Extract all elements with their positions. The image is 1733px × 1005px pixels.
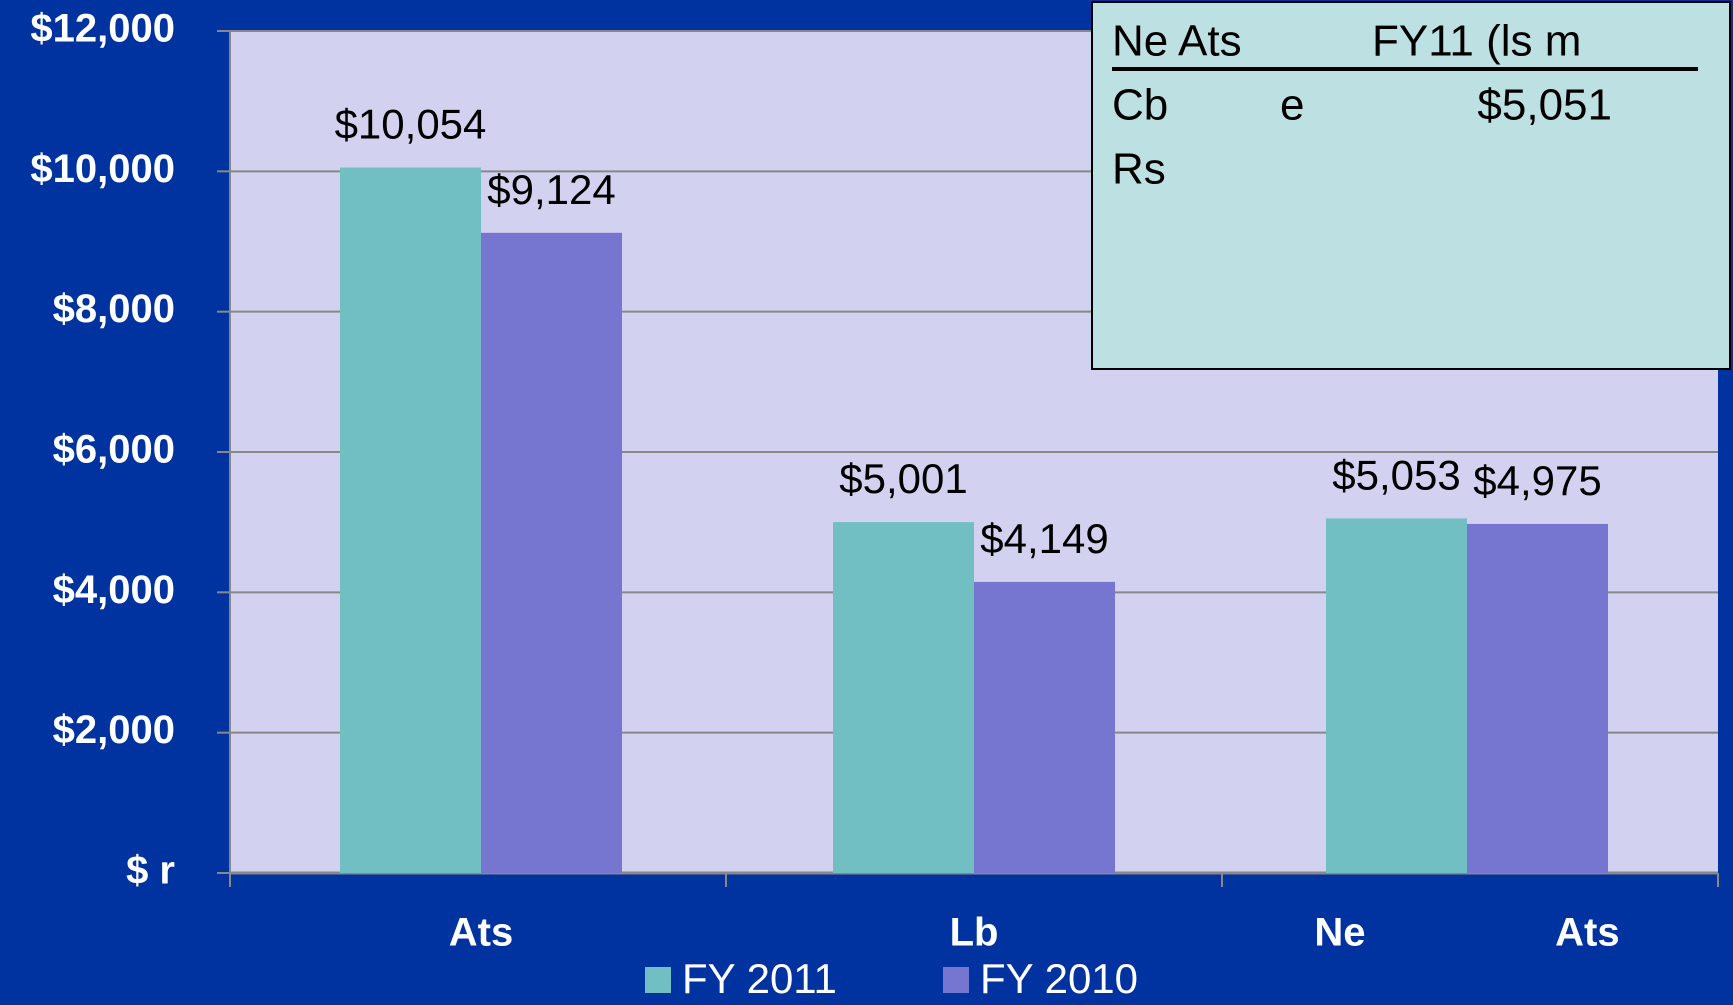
y-tick-label: $ r	[126, 849, 175, 893]
y-tick-label: $12,000	[30, 7, 175, 51]
legend-swatch	[645, 967, 671, 993]
bar	[340, 167, 481, 874]
legend-swatch	[943, 967, 969, 993]
bar	[481, 232, 622, 874]
inset-box	[1091, 1, 1731, 370]
bar	[1326, 518, 1467, 873]
value-label: $4,149	[980, 515, 1108, 562]
inset-table: Ne Ats FY11 (ls m Cb e $5,051 Rs	[1091, 1, 1731, 370]
y-tick-label: $8,000	[53, 287, 175, 331]
y-tick-label: $6,000	[53, 428, 175, 472]
inset-header: FY11 (ls m	[1372, 17, 1581, 66]
value-label: $5,001	[839, 455, 967, 502]
inset-cell: Cb	[1112, 81, 1168, 130]
bar	[974, 581, 1115, 873]
inset-cell: $5,051	[1477, 81, 1612, 130]
y-tick-label: $4,000	[53, 568, 175, 612]
value-label: $9,124	[487, 166, 615, 213]
value-label: $4,975	[1473, 457, 1601, 504]
legend-label: FY 2010	[980, 955, 1138, 1002]
y-tick-label: $2,000	[53, 708, 175, 752]
inset-cell: Rs	[1112, 145, 1166, 194]
value-label: $10,054	[335, 101, 487, 148]
x-tick-label: Ats	[449, 911, 513, 955]
value-label: $5,053	[1332, 452, 1460, 499]
x-tick-label: Lb	[950, 911, 999, 955]
bar	[1467, 523, 1608, 873]
x-tick-label: Ne Ats	[1314, 911, 1619, 955]
inset-cell: e	[1280, 81, 1304, 130]
bar	[833, 522, 974, 873]
legend-label: FY 2011	[682, 955, 837, 1002]
inset-header: Ne Ats	[1112, 17, 1242, 66]
y-tick-label: $10,000	[30, 147, 175, 191]
